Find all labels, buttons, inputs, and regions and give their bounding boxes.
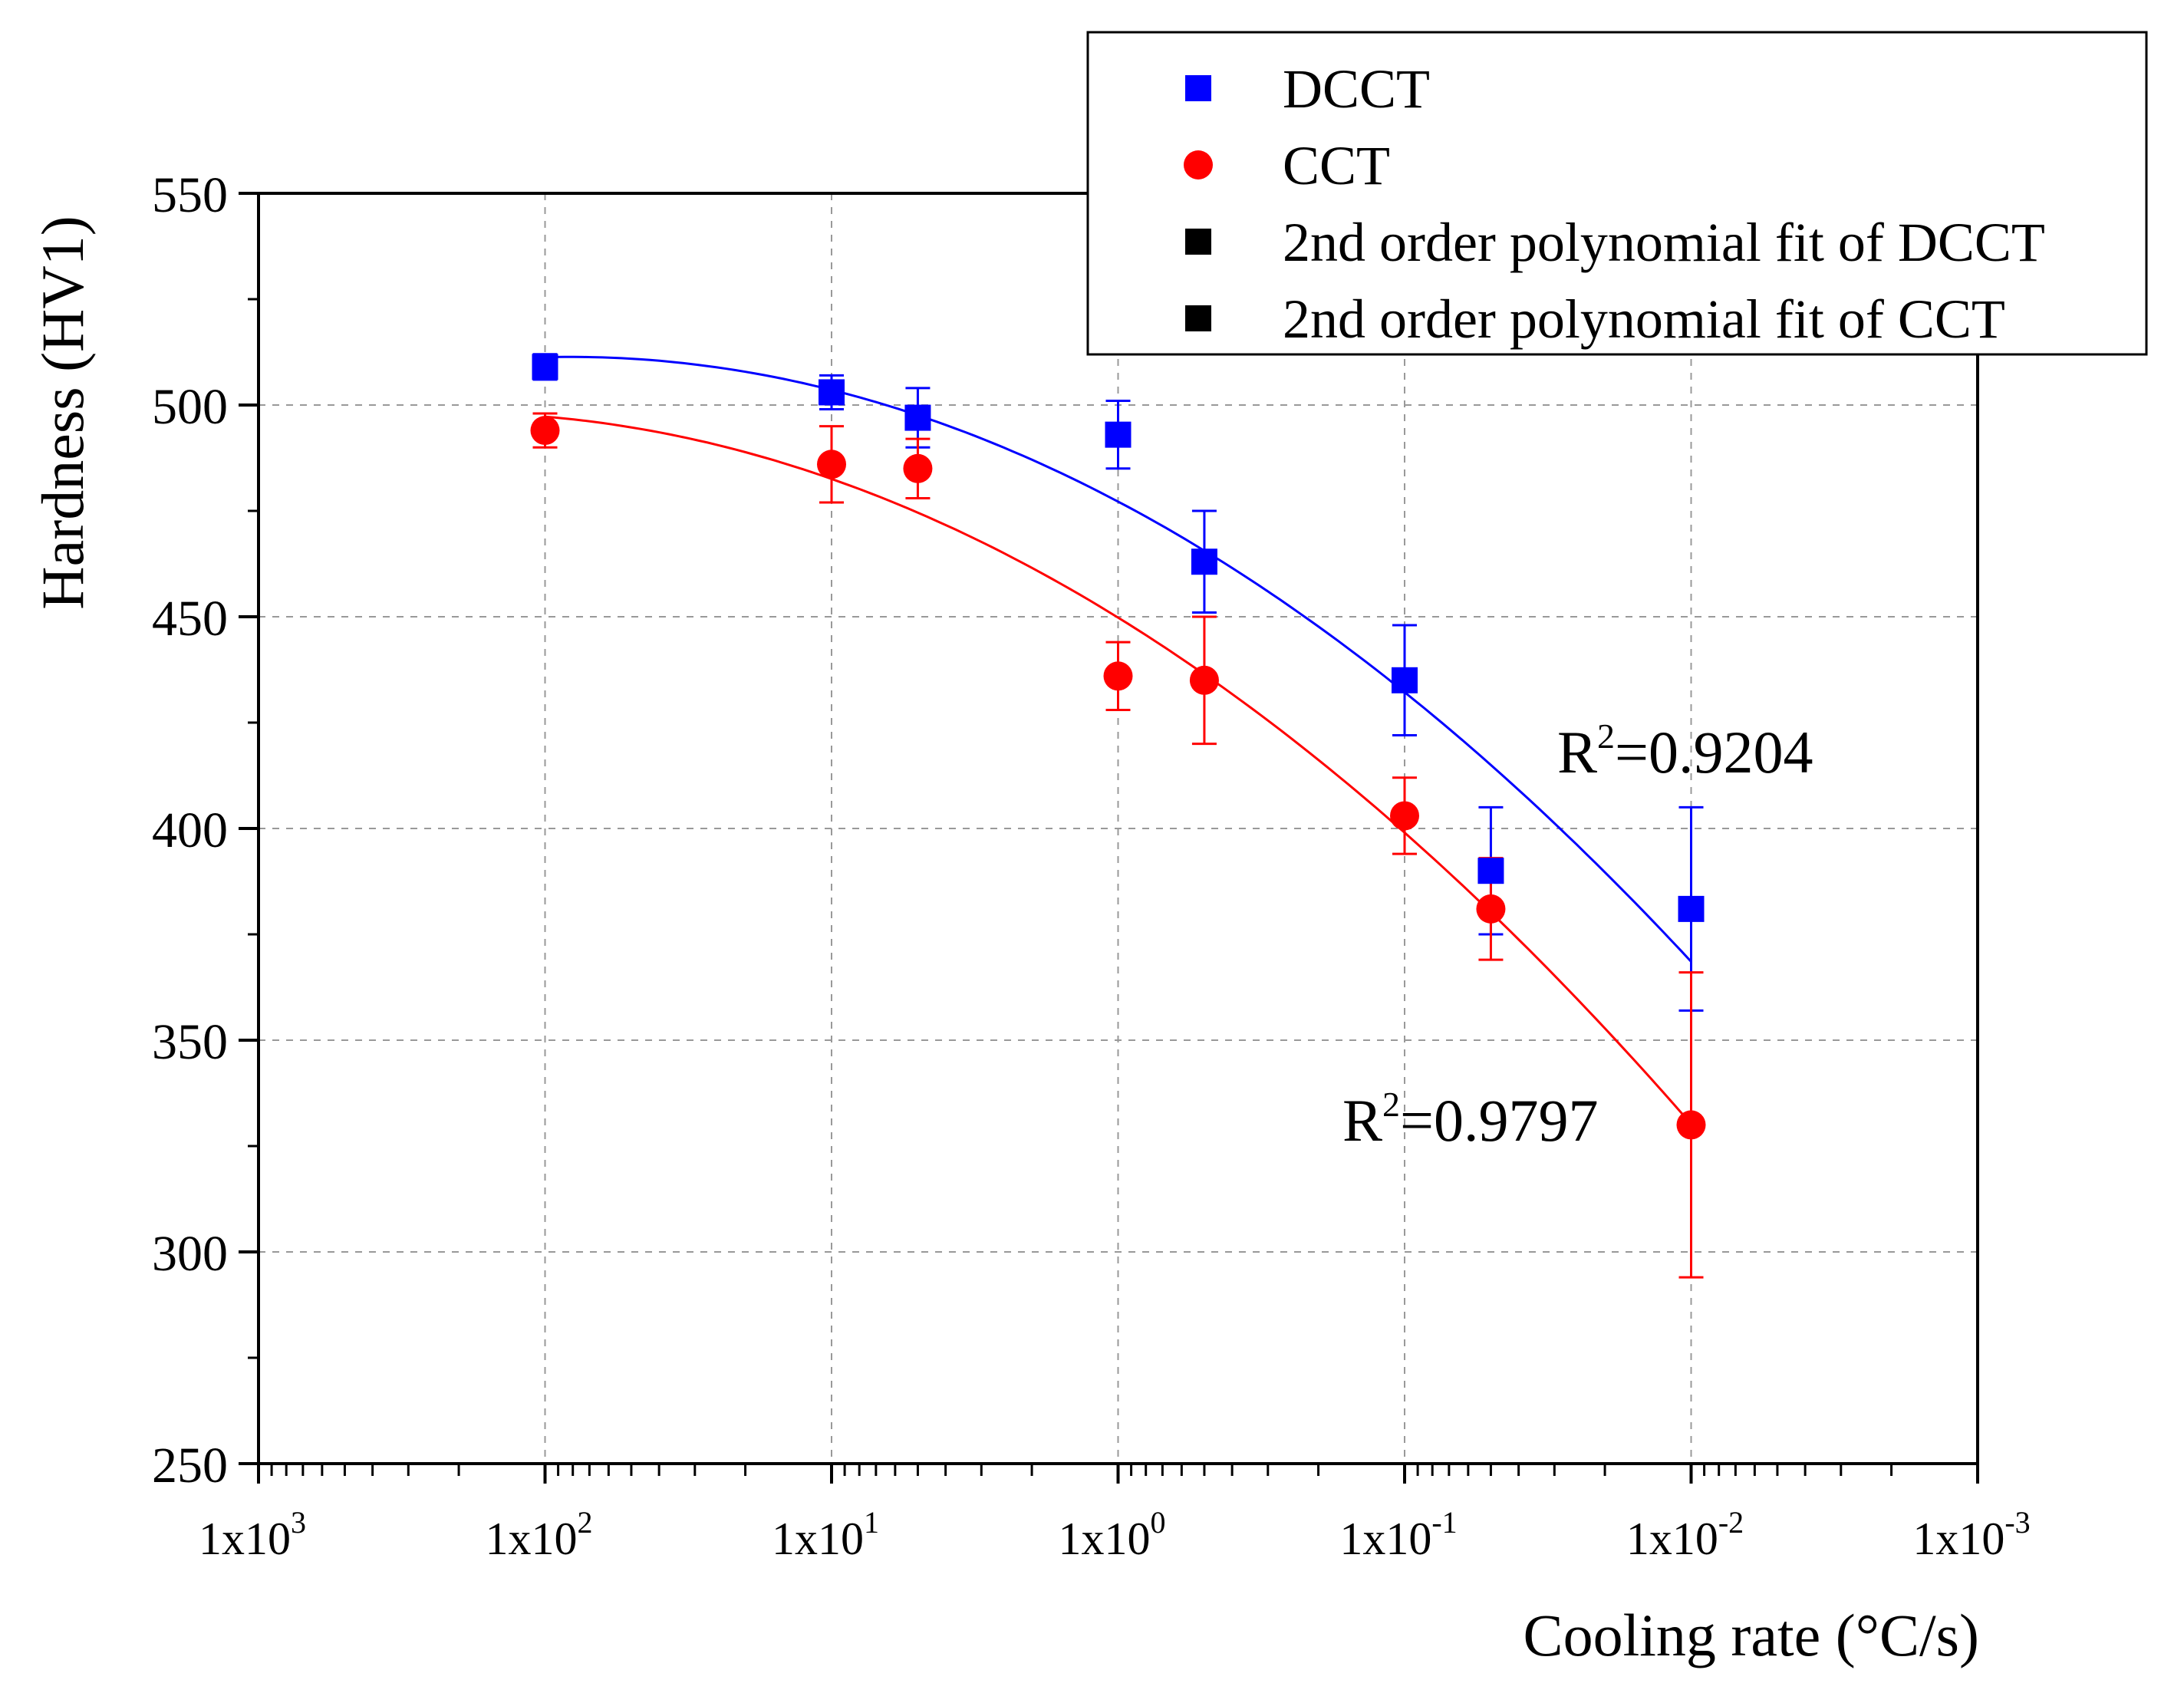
legend-box bbox=[1086, 31, 2148, 356]
fit-curve-dcct bbox=[545, 355, 1692, 963]
y-tick-label: 350 bbox=[152, 1014, 228, 1070]
r2-exponent: 2 bbox=[1597, 716, 1615, 756]
x-tick-mantissa: 1x10 bbox=[1912, 1513, 2004, 1564]
legend-label: DCCT bbox=[1283, 58, 1430, 120]
y-axis-ticks: 250 300 350 400 450 500 550 bbox=[152, 167, 259, 1494]
x-tick-mantissa: 1x10 bbox=[1339, 1513, 1431, 1564]
x-tick-mantissa: 1x10 bbox=[1059, 1513, 1151, 1564]
legend-marker bbox=[1185, 305, 1211, 331]
point-cct bbox=[1103, 661, 1133, 691]
x-tick-exponent: 0 bbox=[1151, 1505, 1166, 1540]
fit-curve-cct bbox=[545, 415, 1692, 1125]
point-dcct bbox=[904, 404, 931, 431]
legend-marker bbox=[1185, 75, 1211, 101]
data-points bbox=[530, 354, 1706, 1140]
y-tick-label: 250 bbox=[152, 1438, 228, 1494]
x-axis-ticks: 1x103 1x102 1x101 1x100 1x10-1 1x10-2 1x10-3 bbox=[199, 1464, 2031, 1564]
point-dcct bbox=[819, 379, 845, 406]
x-tick-exponent: -2 bbox=[1718, 1505, 1744, 1540]
y-tick-label: 500 bbox=[152, 379, 228, 435]
r2-exponent: 2 bbox=[1382, 1085, 1400, 1124]
point-dcct bbox=[1191, 548, 1217, 575]
x-tick-label: 1x10-3 bbox=[1912, 1505, 2030, 1564]
x-tick-exponent: -1 bbox=[1431, 1505, 1457, 1540]
x-tick-mantissa: 1x10 bbox=[1626, 1513, 1718, 1564]
y-axis-title: Hardness (HV1) bbox=[29, 216, 96, 609]
legend-label: 2nd order polynomial fit of DCCT bbox=[1283, 212, 2045, 273]
y-tick-label: 450 bbox=[152, 591, 228, 647]
point-cct bbox=[530, 416, 560, 446]
point-cct bbox=[1476, 894, 1506, 924]
r-squared-dcct: R2=0.9204 bbox=[1557, 716, 1813, 786]
x-tick-label: 1x103 bbox=[199, 1505, 306, 1564]
point-cct bbox=[903, 453, 933, 483]
x-tick-label: 1x10-2 bbox=[1626, 1505, 1744, 1564]
x-tick-mantissa: 1x10 bbox=[772, 1513, 864, 1564]
x-tick-label: 1x101 bbox=[772, 1505, 879, 1564]
point-dcct bbox=[1392, 667, 1418, 693]
point-cct bbox=[1676, 1110, 1706, 1140]
legend-label: CCT bbox=[1283, 135, 1390, 196]
point-dcct bbox=[532, 354, 558, 380]
point-dcct bbox=[1105, 421, 1132, 448]
x-tick-exponent: 2 bbox=[578, 1505, 593, 1540]
r2-value: =0.9797 bbox=[1400, 1087, 1599, 1154]
r2-value: =0.9204 bbox=[1615, 719, 1813, 786]
x-tick-label: 1x102 bbox=[486, 1505, 593, 1564]
x-tick-exponent: -3 bbox=[2004, 1505, 2030, 1540]
x-tick-label: 1x10-1 bbox=[1339, 1505, 1457, 1564]
x-tick-exponent: 1 bbox=[864, 1505, 879, 1540]
r-squared-cct: R2=0.9797 bbox=[1342, 1085, 1599, 1154]
y-tick-label: 400 bbox=[152, 802, 228, 858]
point-cct bbox=[1189, 665, 1219, 695]
x-tick-exponent: 3 bbox=[291, 1505, 306, 1540]
legend-marker bbox=[1185, 229, 1211, 255]
fit-curves bbox=[545, 355, 1692, 1125]
y-tick-label: 300 bbox=[152, 1226, 228, 1282]
r2-base: R bbox=[1342, 1087, 1382, 1154]
x-tick-mantissa: 1x10 bbox=[199, 1513, 291, 1564]
legend-label: 2nd order polynomial fit of CCT bbox=[1283, 288, 2005, 350]
x-tick-label: 1x100 bbox=[1059, 1505, 1166, 1564]
x-tick-mantissa: 1x10 bbox=[486, 1513, 578, 1564]
legend-marker bbox=[1184, 150, 1213, 180]
y-tick-label: 550 bbox=[152, 167, 228, 223]
point-cct bbox=[1390, 801, 1419, 831]
legend: DCCT CCT 2nd order polynomial fit of DCCT 2… bbox=[1086, 31, 2148, 356]
point-cct bbox=[817, 450, 846, 479]
point-dcct bbox=[1477, 858, 1504, 884]
x-axis-title: Cooling rate (°C/s) bbox=[1524, 1602, 1979, 1668]
r2-base: R bbox=[1557, 719, 1597, 786]
point-dcct bbox=[1678, 895, 1705, 922]
